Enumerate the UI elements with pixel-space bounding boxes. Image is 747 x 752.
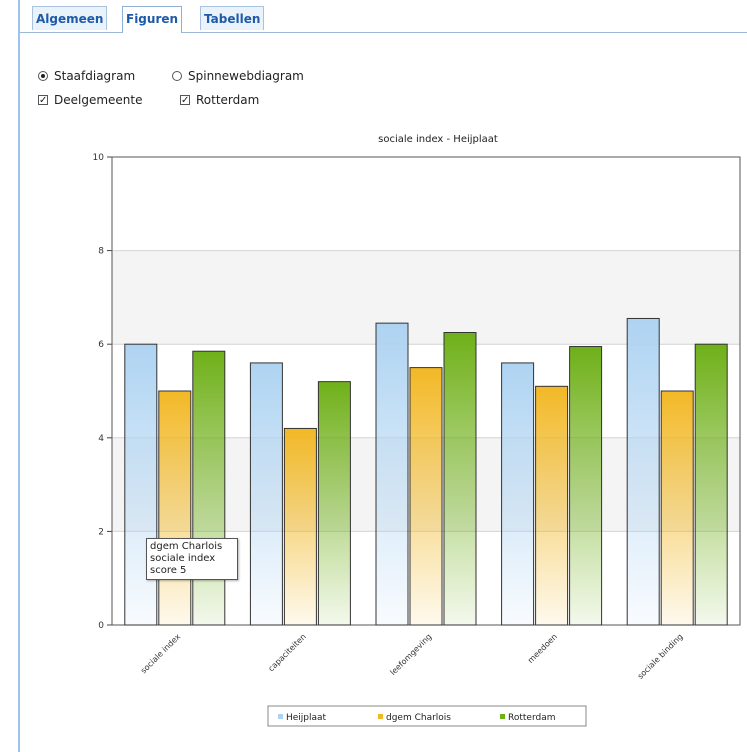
checkbox-deelgemeente[interactable]: Deelgemeente (38, 92, 143, 109)
bar (192, 350, 226, 626)
x-tick-label: leefomgeving (388, 632, 433, 677)
bar (375, 322, 409, 626)
bar (124, 343, 158, 626)
bar (317, 381, 351, 626)
bar (694, 343, 728, 626)
tab-bar: Algemeen Figuren Tabellen (20, 6, 747, 33)
tooltip-line: dgem Charlois (150, 541, 223, 552)
bar (501, 362, 535, 626)
y-tick-label: 8 (98, 247, 104, 257)
x-tick-label: meedoen (526, 632, 559, 665)
y-tick-label: 6 (98, 340, 104, 350)
tooltip-line: sociale index (150, 553, 216, 564)
legend-label: Rotterdam (508, 713, 556, 723)
radio-spinnewebdiagram-label: Spinnewebdiagram (188, 69, 304, 83)
chart-tooltip: dgem Charlois sociale index score 5 (146, 538, 238, 580)
checkbox-deelgemeente-label: Deelgemeente (54, 93, 143, 107)
checkbox-icon[interactable] (38, 93, 48, 109)
legend-swatch (278, 714, 283, 719)
tab-algemeen[interactable]: Algemeen (32, 6, 108, 30)
legend-swatch (500, 714, 505, 719)
bar (249, 362, 283, 626)
checkbox-rotterdam[interactable]: Rotterdam (180, 92, 260, 109)
radio-staafdiagram[interactable]: Staafdiagram (38, 68, 135, 84)
bar (409, 367, 443, 626)
bar (569, 346, 603, 626)
y-tick-label: 2 (98, 527, 104, 537)
left-border (18, 0, 20, 752)
x-tick-label: capaciteiten (267, 632, 308, 673)
bar (535, 385, 569, 626)
radio-spinnewebdiagram[interactable]: Spinnewebdiagram (172, 68, 304, 84)
bar (443, 332, 477, 626)
y-tick-label: 10 (93, 153, 105, 163)
chart-title: sociale index - Heijplaat (378, 134, 498, 145)
legend-swatch (378, 714, 383, 719)
y-tick-label: 0 (98, 621, 104, 631)
bar (626, 317, 660, 626)
tab-tabellen[interactable]: Tabellen (200, 6, 265, 30)
bar (660, 390, 694, 626)
legend-label: dgem Charlois (386, 713, 451, 723)
bar (283, 427, 317, 626)
legend-label: Heijplaat (286, 713, 327, 723)
radio-button-icon[interactable] (172, 71, 182, 81)
legend-box (267, 705, 587, 727)
x-tick-label: sociale binding (636, 632, 685, 681)
radio-button-icon[interactable] (38, 71, 48, 81)
bar (158, 390, 192, 626)
checkbox-icon[interactable] (180, 93, 190, 109)
tab-figuren[interactable]: Figuren (122, 6, 183, 33)
radio-staafdiagram-label: Staafdiagram (54, 69, 136, 83)
checkbox-rotterdam-label: Rotterdam (196, 93, 260, 107)
x-tick-label: sociale index (139, 632, 182, 675)
y-tick-label: 4 (98, 434, 104, 444)
tooltip-line: score 5 (150, 565, 187, 576)
